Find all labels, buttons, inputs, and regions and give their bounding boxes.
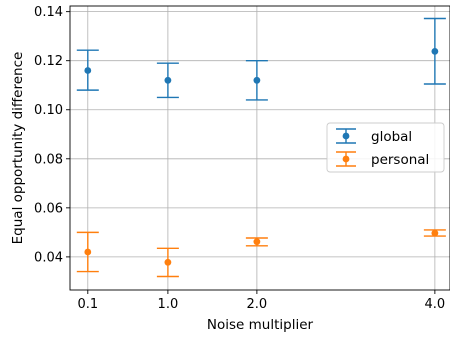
legend-label: global bbox=[371, 129, 412, 145]
series-global bbox=[76, 17, 446, 101]
legend-box bbox=[326, 122, 445, 173]
x-tick-label: 1.0 bbox=[158, 297, 179, 312]
legend-marker bbox=[342, 132, 350, 140]
legend: global personal bbox=[326, 122, 445, 173]
data-point bbox=[253, 76, 261, 84]
data-point bbox=[253, 238, 261, 246]
plot-data bbox=[76, 17, 446, 278]
y-tick-label: 0.10 bbox=[34, 103, 63, 118]
legend-label: personal bbox=[371, 152, 429, 168]
data-point bbox=[84, 248, 92, 256]
plot-frame bbox=[69, 5, 450, 291]
axis-ticks: 0.04 0.06 0.08 0.10 0.12 0.14 0.1 1.0 2.0 4.0 bbox=[34, 5, 445, 312]
y-tick-label: 0.08 bbox=[34, 152, 63, 167]
y-tick-label: 0.04 bbox=[34, 250, 63, 265]
series-personal bbox=[76, 229, 446, 278]
y-axis-title: Equal opportunity difference bbox=[10, 52, 26, 245]
data-point bbox=[431, 229, 439, 237]
legend-marker bbox=[342, 155, 350, 163]
legend-item-global: global bbox=[336, 128, 412, 145]
data-point bbox=[164, 258, 172, 266]
x-axis-title: Noise multiplier bbox=[207, 317, 314, 333]
y-tick-label: 0.06 bbox=[34, 201, 63, 216]
y-tick-label: 0.12 bbox=[34, 54, 63, 69]
data-point bbox=[431, 47, 439, 55]
data-point bbox=[164, 76, 172, 84]
x-tick-label: 2.0 bbox=[247, 297, 268, 312]
x-tick-label: 0.1 bbox=[77, 297, 98, 312]
legend-item-personal: personal bbox=[336, 151, 429, 168]
x-tick-label: 4.0 bbox=[425, 297, 446, 312]
y-tick-label: 0.14 bbox=[34, 5, 63, 20]
data-point bbox=[84, 67, 92, 74]
